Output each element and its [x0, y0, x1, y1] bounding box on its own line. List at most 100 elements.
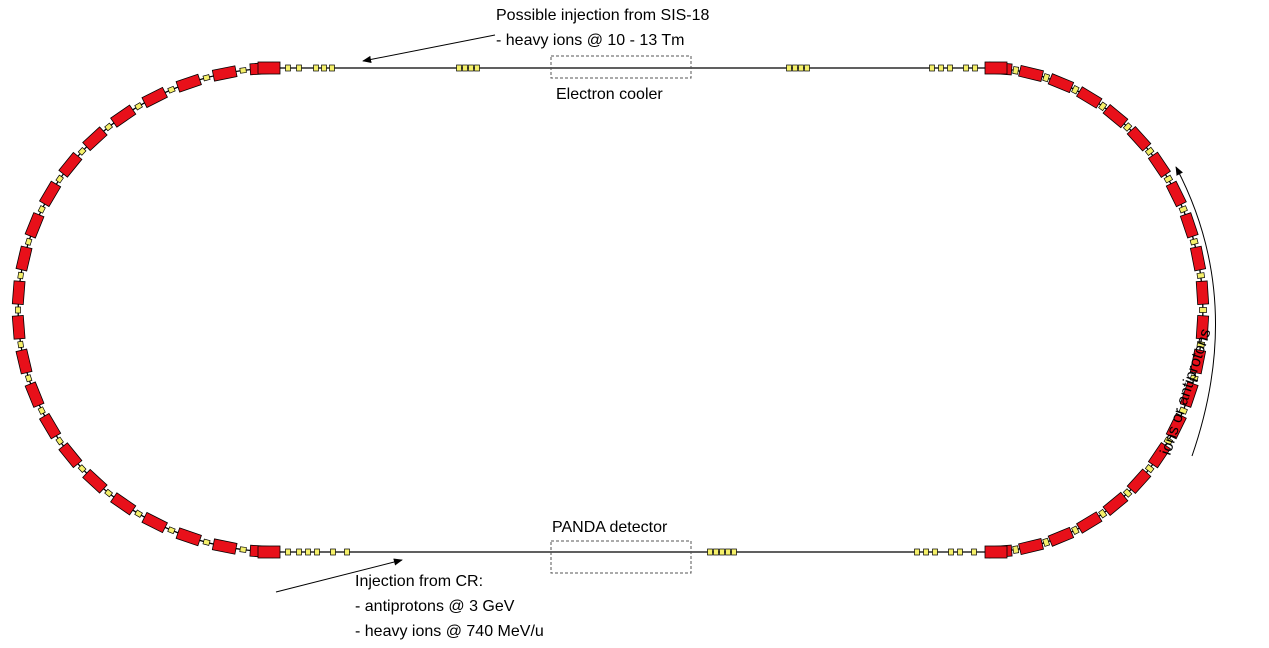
dipole-magnet	[82, 126, 108, 152]
dipole-magnet	[257, 545, 281, 559]
quadrupole-magnet	[1196, 341, 1205, 348]
quadrupole-magnet	[1098, 508, 1108, 519]
quadrupole-magnet	[1196, 272, 1205, 279]
quadrupole-magnet	[938, 64, 944, 72]
dipole-magnet	[1047, 73, 1075, 94]
dipole-magnet	[984, 61, 1008, 75]
dipole-magnet	[1189, 348, 1207, 375]
beam-direction-label: ions or antiprotons	[1158, 327, 1215, 457]
quadrupole-magnet	[321, 64, 327, 72]
quadrupole-magnet	[1012, 545, 1020, 554]
quadrupole-magnet	[296, 548, 302, 556]
quadrupole-magnet	[1071, 85, 1080, 95]
quadrupole-magnet	[707, 548, 713, 556]
quadrupole-magnet	[972, 64, 978, 72]
sis18-injection-arrow	[362, 34, 496, 63]
quadrupole-magnet	[798, 64, 804, 72]
quadrupole-magnet	[296, 64, 302, 72]
dipole-magnet	[1018, 64, 1044, 82]
dipole-magnet	[1102, 103, 1129, 129]
dipole-magnet	[141, 86, 168, 109]
quadrupole-magnet	[929, 64, 935, 72]
dipole-magnet	[1195, 315, 1210, 340]
beam-direction-arrow	[1175, 166, 1217, 457]
quadrupole-magnet	[17, 340, 25, 349]
quadrupole-magnet	[468, 64, 474, 72]
quadrupole-magnet	[923, 548, 929, 556]
quadrupole-magnet	[24, 374, 33, 383]
dipole-magnet	[1147, 441, 1171, 469]
dipole-magnet	[82, 468, 108, 494]
quadrupole-magnet	[1144, 146, 1155, 157]
quadrupole-magnet	[134, 102, 143, 111]
quadrupole-magnet	[55, 436, 64, 446]
quadrupole-magnet	[330, 548, 336, 556]
quadrupole-magnet	[1189, 374, 1199, 382]
quadrupole-magnet	[314, 548, 320, 556]
quadrupole-magnet	[786, 64, 792, 72]
quadrupole-magnet	[1012, 66, 1020, 75]
quadrupole-magnet	[77, 464, 87, 474]
dipole-magnet	[58, 442, 83, 469]
dipole-magnet	[110, 104, 137, 128]
quadrupole-magnet	[104, 488, 114, 498]
quadrupole-magnet	[15, 306, 21, 314]
quadrupole-magnet	[202, 538, 211, 546]
dipole-magnet	[110, 492, 137, 516]
quadrupole-magnet	[134, 509, 143, 518]
panda-detector-box	[550, 540, 692, 574]
dipole-magnet	[58, 151, 83, 178]
dipole-magnet	[15, 348, 33, 375]
dipole-magnet	[211, 538, 238, 555]
quadrupole-magnet	[202, 74, 211, 82]
sis18-injection-line1: Possible injection from SIS-18	[496, 7, 710, 24]
quadrupole-magnet	[1178, 406, 1188, 415]
quadrupole-magnet	[37, 205, 46, 214]
quadrupole-magnet	[719, 548, 725, 556]
quadrupole-magnet	[1071, 525, 1080, 535]
quadrupole-magnet	[971, 548, 977, 556]
dipole-magnet	[1179, 381, 1199, 408]
dipole-magnet	[24, 381, 45, 408]
quadrupole-magnet	[1098, 101, 1108, 112]
dipole-magnet	[1147, 151, 1171, 179]
dipole-magnet	[11, 314, 26, 340]
quadrupole-magnet	[17, 271, 25, 280]
quadrupole-magnet	[1122, 488, 1133, 498]
beam-line	[17, 67, 1204, 553]
quadrupole-magnet	[344, 548, 350, 556]
quadrupole-magnet	[305, 548, 311, 556]
dipole-magnet	[24, 212, 45, 239]
quadrupole-magnet	[1122, 122, 1133, 132]
dipole-magnet	[1018, 538, 1044, 556]
dipole-magnet	[141, 511, 168, 534]
quadrupole-magnet	[329, 64, 335, 72]
quadrupole-magnet	[963, 64, 969, 72]
dipole-magnet	[1102, 491, 1129, 517]
electron-cooler-box	[550, 55, 692, 79]
quadrupole-magnet	[1189, 238, 1199, 246]
quadrupole-magnet	[167, 85, 176, 94]
quadrupole-magnet	[957, 548, 963, 556]
quadrupole-magnet	[37, 406, 46, 415]
cr-injection-line1: Injection from CR:	[355, 573, 483, 590]
panda-detector-label: PANDA detector	[552, 519, 668, 536]
quadrupole-magnet	[948, 548, 954, 556]
magnet-lattice	[11, 61, 1210, 559]
straight-quadrupoles	[285, 64, 978, 556]
quadrupole-magnet	[24, 237, 33, 246]
quadrupole-magnet	[239, 546, 247, 553]
dipole-magnet	[211, 65, 238, 82]
quadrupole-magnet	[313, 64, 319, 72]
quadrupole-magnet	[731, 548, 737, 556]
quadrupole-magnet	[1163, 174, 1174, 184]
quadrupole-magnet	[104, 122, 114, 132]
quadrupole-magnet	[932, 548, 938, 556]
dipole-magnet	[1126, 468, 1152, 495]
dipole-magnet	[175, 73, 202, 93]
quadrupole-magnet	[1042, 73, 1051, 83]
cr-injection-line3: - heavy ions @ 740 MeV/u	[355, 623, 544, 640]
dipole-magnet	[38, 180, 62, 208]
dipole-magnet	[1076, 511, 1103, 534]
